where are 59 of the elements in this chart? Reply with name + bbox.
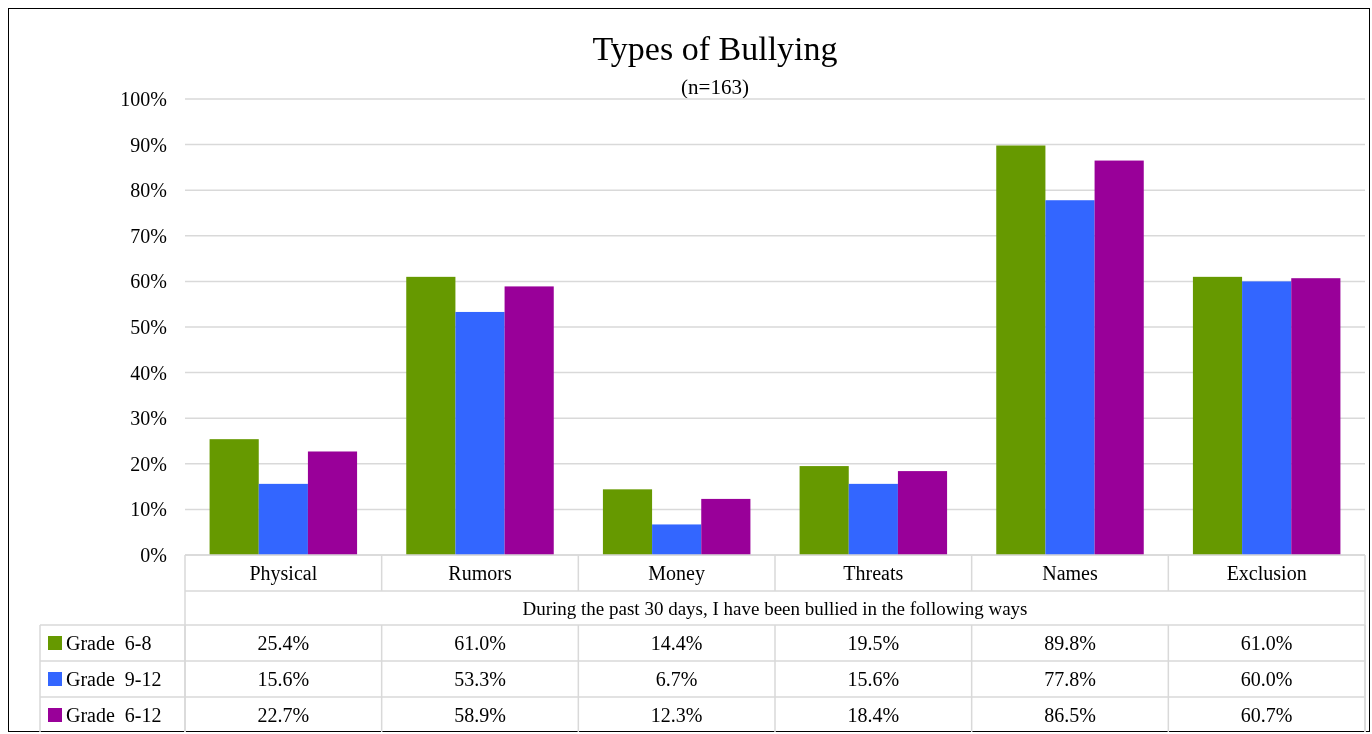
bar (799, 466, 849, 555)
bar (307, 451, 358, 555)
legend-label: Grade 9-12 (66, 668, 162, 690)
y-tick-label: 30% (130, 407, 167, 430)
bar (406, 276, 456, 555)
chart-subtitle: (n=163) (681, 75, 749, 99)
data-label: 18.4% (847, 704, 900, 726)
y-tick-label: 50% (130, 316, 167, 338)
y-tick-label: 60% (130, 270, 167, 293)
data-label: 58.9% (454, 704, 506, 726)
y-tick-label: 100% (120, 88, 167, 110)
data-label: 61.0% (454, 632, 506, 654)
y-tick-label: 90% (130, 133, 167, 156)
legend-label: Grade 6-12 (66, 704, 162, 726)
data-label: 60.0% (1240, 668, 1293, 690)
y-tick-label: 40% (130, 361, 167, 384)
y-tick-label: 0% (140, 544, 167, 566)
x-tick-label: Exclusion (1226, 562, 1307, 584)
bar (848, 483, 898, 555)
y-tick-label: 80% (130, 179, 167, 202)
bar (897, 471, 948, 555)
bar (602, 489, 653, 555)
x-axis-title: During the past 30 days, I have been bullied in the following ways (522, 598, 1028, 619)
bar (504, 286, 554, 555)
bar (996, 145, 1046, 555)
data-label: 14.4% (650, 632, 703, 654)
x-tick-label: Names (1042, 562, 1098, 584)
bar (1192, 276, 1243, 555)
bar (1094, 160, 1144, 555)
data-label: 19.5% (847, 632, 900, 654)
y-tick-label: 20% (130, 452, 167, 475)
bar (652, 524, 702, 555)
y-tick-label: 70% (130, 224, 167, 247)
data-label: 89.8% (1044, 632, 1096, 654)
x-tick-label: Physical (249, 562, 318, 585)
bar (455, 311, 505, 555)
bar (701, 498, 751, 555)
data-label: 61.0% (1240, 632, 1293, 654)
data-label: 60.7% (1240, 704, 1293, 726)
x-tick-label: Threats (843, 562, 904, 584)
data-label: 15.6% (257, 668, 310, 690)
bar (258, 483, 308, 555)
x-tick-label: Money (648, 562, 705, 585)
data-label: 86.5% (1044, 704, 1096, 726)
data-label: 25.4% (257, 632, 310, 654)
bar (1242, 281, 1292, 555)
bar (209, 439, 259, 555)
y-tick-label: 10% (130, 498, 167, 521)
data-label: 15.6% (847, 668, 900, 690)
chart-title: Types of Bullying (592, 30, 838, 67)
data-label: 77.8% (1044, 668, 1096, 690)
bar (1045, 200, 1095, 555)
bar (1291, 278, 1341, 555)
data-label: 53.3% (454, 668, 506, 690)
data-label: 22.7% (257, 704, 310, 726)
legend-label: Grade 6-8 (66, 632, 152, 654)
data-label: 12.3% (650, 704, 703, 726)
data-label: 6.7% (655, 668, 698, 690)
x-tick-label: Rumors (448, 562, 512, 584)
